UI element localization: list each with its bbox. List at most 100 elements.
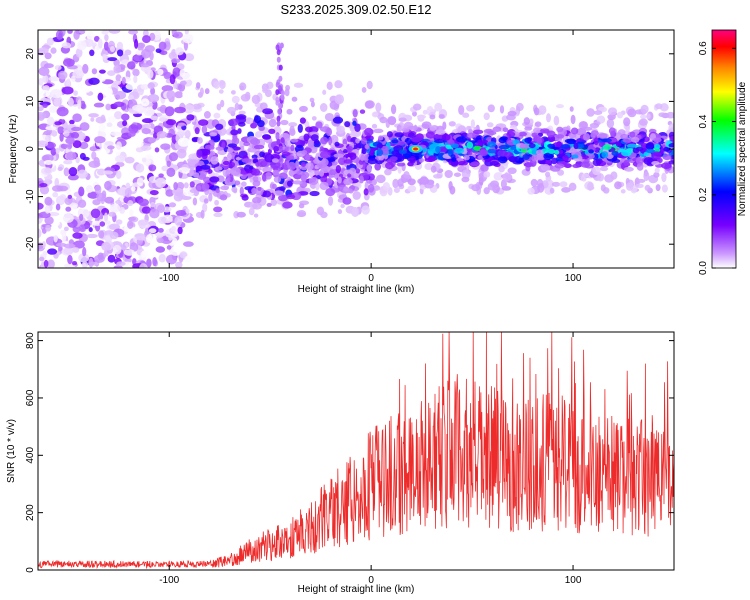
spectrogram-cell [381, 149, 390, 156]
spectrogram-cell [71, 126, 82, 132]
spectrogram-cell [523, 117, 530, 125]
spectrogram-cell [461, 169, 471, 179]
spectrogram-cell [244, 91, 251, 100]
spectrogram-cell [72, 140, 82, 149]
spectrogram-cell [79, 141, 89, 150]
spectrogram-cell [554, 149, 560, 155]
spectrogram-cell [48, 211, 60, 217]
spectrogram-cell [241, 194, 249, 201]
spectrogram-cell [359, 175, 364, 184]
spectrogram-cell [53, 253, 59, 259]
spectrogram-cell [43, 259, 49, 268]
spectrogram-cell [379, 116, 388, 124]
spectrogram-cell [95, 116, 107, 124]
spectrogram-cell [275, 44, 280, 51]
spectrogram-cell [403, 171, 410, 179]
spectrogram-cell [273, 126, 282, 136]
spectrogram-cell [98, 230, 105, 239]
spectrogram-cell [158, 117, 168, 122]
spectrogram-cell [518, 131, 527, 137]
spectrogram-cell [192, 172, 200, 178]
spectrogram-cell [450, 154, 456, 159]
spectrogram-cell [210, 155, 219, 165]
spectrogram-cell [259, 151, 265, 158]
spectrogram-cell [322, 89, 327, 95]
spectrogram-cell [140, 63, 150, 68]
spectrogram-cell [152, 257, 157, 267]
spectrogram-cell [305, 126, 313, 133]
spectrogram-cell [196, 165, 201, 172]
spectrogram-cell [140, 145, 152, 151]
spectrogram-cell [174, 91, 184, 99]
spectrogram-cell [199, 164, 211, 170]
spectrogram-cell [166, 167, 176, 177]
spectrogram-cell [623, 159, 630, 166]
spectrogram-cell [54, 121, 63, 126]
spectrogram-cell [429, 114, 436, 120]
spectrogram-cell [409, 155, 417, 164]
spectrogram-cell [668, 160, 674, 165]
spectrogram-cell [146, 258, 152, 268]
spectrogram-cell [104, 196, 115, 204]
spectrogram-cell [45, 142, 57, 149]
spectrogram-cell [48, 105, 58, 113]
spectrogram-cell [150, 123, 155, 129]
spectrogram-cell [427, 155, 434, 162]
spectrogram-cell [38, 244, 44, 250]
spectrogram-cell [231, 125, 236, 131]
spectrogram-cell [245, 169, 253, 174]
spectrogram-cell [173, 181, 178, 191]
spectrogram-xtick-label: 100 [565, 273, 582, 284]
spectrogram-cell [337, 209, 343, 215]
spectrogram-cell [352, 120, 357, 126]
spectrogram-cell [39, 256, 45, 262]
spectrogram-cell [241, 158, 252, 164]
spectrogram-cell [141, 250, 148, 255]
spectrogram-cell [607, 113, 616, 121]
spectrogram-cell [102, 170, 114, 175]
spectrogram-cell [147, 94, 160, 103]
spectrogram-cell [310, 134, 319, 142]
spectrogram-cell [231, 95, 240, 104]
spectrogram-cell [632, 147, 640, 154]
spectrogram-cell [397, 178, 404, 187]
spectrogram-cell [188, 153, 198, 160]
spectrogram-cell [208, 193, 213, 202]
spectrogram-cell [466, 141, 474, 149]
spectrogram-cell [255, 131, 263, 138]
spectrogram-cell [94, 136, 106, 144]
spectrogram-cell [116, 188, 128, 196]
spectrogram-cell [145, 234, 153, 244]
spectrogram-cell [352, 109, 358, 118]
spectrogram-cell [201, 182, 210, 191]
spectrogram-cell [204, 88, 210, 95]
spectrogram-cell [297, 210, 307, 217]
figure-title: S233.2025.309.02.50.E12 [280, 2, 431, 17]
spectrogram-cell [198, 119, 209, 126]
spectrogram-cell [319, 181, 329, 191]
spectrogram-cell [262, 134, 272, 140]
spectrogram-cell [596, 115, 606, 124]
spectrogram-cell [412, 111, 417, 117]
spectrogram-cell [63, 226, 69, 232]
spectrogram-cell [169, 74, 176, 85]
spectrogram-cell [654, 167, 660, 173]
spectrogram-cell [630, 136, 640, 143]
spectrogram-cell [67, 30, 73, 34]
spectrogram-cell [61, 232, 67, 242]
spectrogram-cell [278, 64, 283, 71]
spectrogram-cell [297, 123, 303, 133]
spectrogram-cell [668, 142, 674, 148]
spectrogram-cell [568, 182, 577, 192]
spectrogram-ytick-label: 0 [25, 146, 36, 152]
spectrogram-cell [369, 150, 375, 156]
spectrogram-cell [622, 138, 633, 143]
spectrogram-cell [371, 111, 379, 118]
spectrogram-cell [333, 153, 344, 158]
spectrogram-cell [556, 104, 564, 109]
spectrogram-cell [189, 168, 194, 177]
spectrogram-cell [115, 199, 122, 205]
spectrogram-cell [487, 141, 497, 148]
spectrogram-cell [387, 115, 397, 125]
spectrogram-cell [42, 75, 49, 83]
